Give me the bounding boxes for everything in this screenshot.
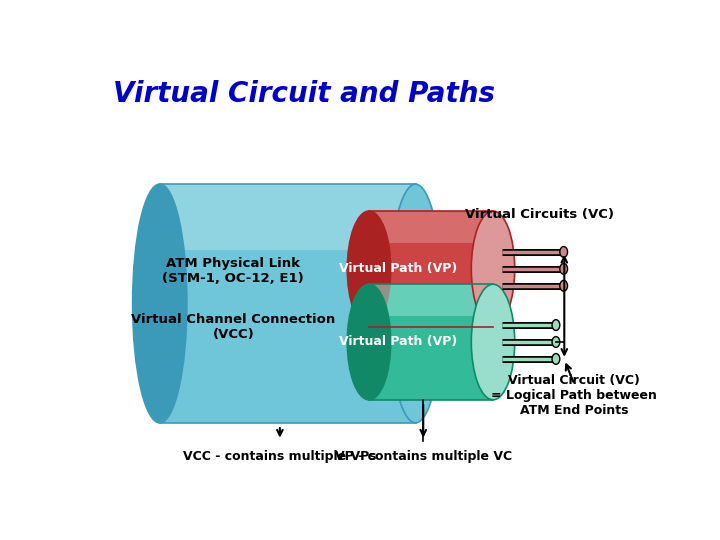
Ellipse shape bbox=[132, 184, 187, 423]
Text: VCC - contains multiple VPs: VCC - contains multiple VPs bbox=[183, 450, 377, 463]
Text: Virtual Path (VP): Virtual Path (VP) bbox=[339, 262, 458, 275]
Text: Virtual Circuits (VC): Virtual Circuits (VC) bbox=[465, 208, 614, 221]
FancyBboxPatch shape bbox=[369, 284, 493, 400]
FancyBboxPatch shape bbox=[369, 211, 493, 327]
Ellipse shape bbox=[560, 247, 567, 257]
FancyBboxPatch shape bbox=[160, 184, 415, 423]
Text: ATM Physical Link
(STM-1, OC-12, E1): ATM Physical Link (STM-1, OC-12, E1) bbox=[163, 257, 305, 285]
Text: Virtual Channel Connection
(VCC): Virtual Channel Connection (VCC) bbox=[131, 313, 336, 341]
Ellipse shape bbox=[552, 354, 560, 364]
Text: Virtual Circuit and Paths: Virtual Circuit and Paths bbox=[113, 80, 495, 108]
Ellipse shape bbox=[472, 211, 515, 327]
FancyBboxPatch shape bbox=[369, 211, 493, 243]
Text: VP - contains multiple VC: VP - contains multiple VC bbox=[335, 450, 512, 463]
FancyBboxPatch shape bbox=[369, 284, 493, 316]
Ellipse shape bbox=[347, 211, 391, 327]
Ellipse shape bbox=[347, 284, 391, 400]
Ellipse shape bbox=[388, 184, 443, 423]
Ellipse shape bbox=[560, 264, 567, 274]
Ellipse shape bbox=[552, 336, 560, 347]
Ellipse shape bbox=[552, 320, 560, 330]
Ellipse shape bbox=[472, 284, 515, 400]
FancyBboxPatch shape bbox=[160, 184, 415, 250]
Ellipse shape bbox=[560, 280, 567, 291]
Text: Virtual Circuit (VC)
= Logical Path between
ATM End Points: Virtual Circuit (VC) = Logical Path betw… bbox=[492, 374, 657, 417]
Text: Virtual Path (VP): Virtual Path (VP) bbox=[339, 335, 458, 348]
